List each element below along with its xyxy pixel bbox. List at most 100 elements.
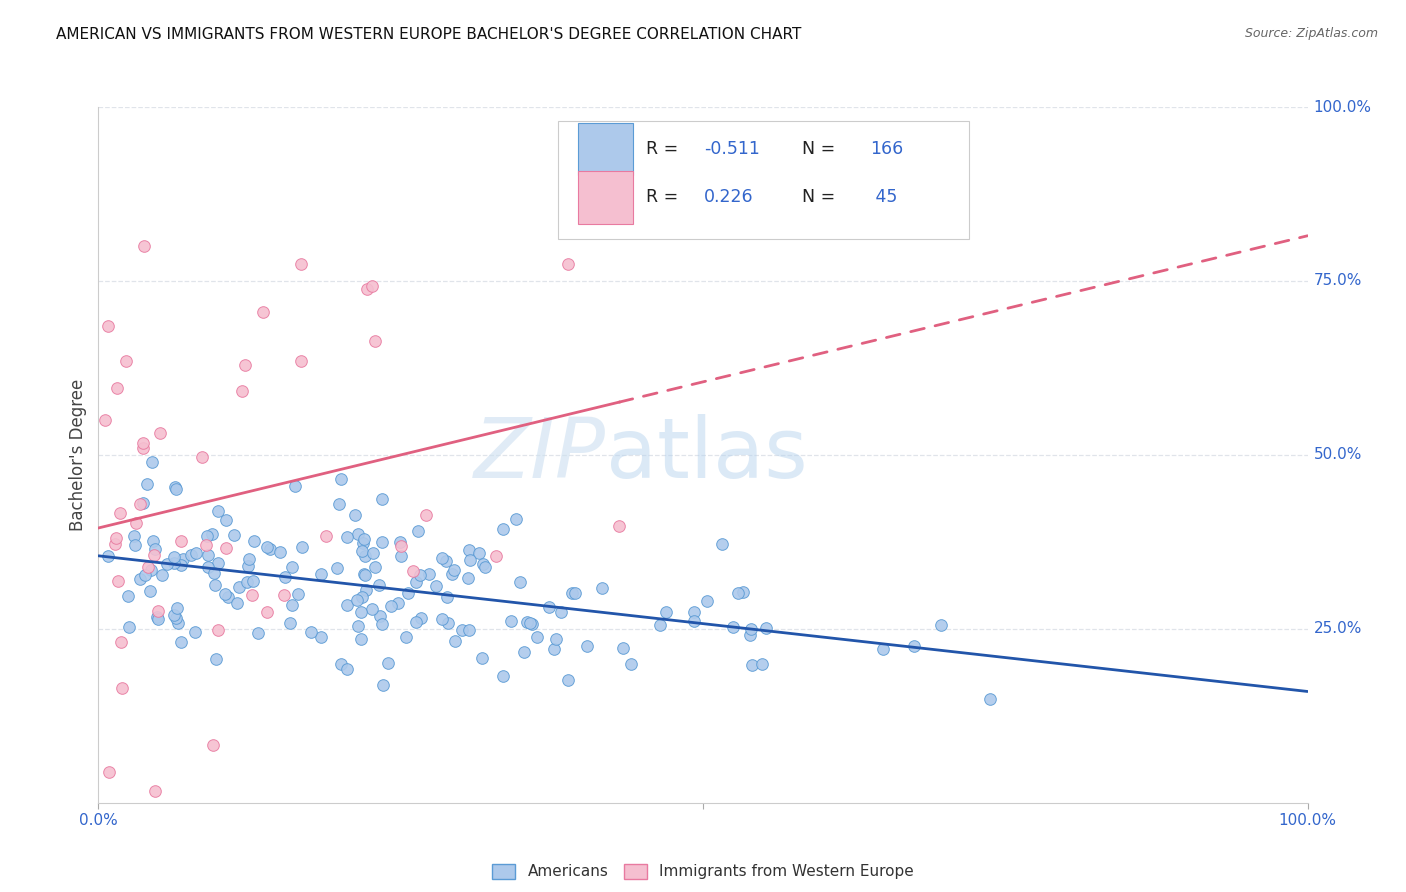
Point (409, 611, 432, 625)
Point (170, 635, 193, 649)
Point (387, 596, 409, 610)
Point (389, 549, 412, 564)
Point (648, 618, 671, 632)
Point (326, 561, 349, 575)
Point (280, 560, 302, 574)
Point (274, 569, 297, 583)
Point (352, 543, 374, 558)
Point (309, 567, 332, 582)
Point (711, 536, 734, 550)
Point (371, 617, 394, 632)
Point (395, 630, 418, 644)
Point (299, 625, 322, 640)
Point (163, 480, 186, 494)
Point (352, 536, 374, 550)
Point (214, 587, 236, 601)
Point (432, 612, 454, 626)
Point (755, 621, 778, 635)
Point (492, 668, 515, 682)
Point (111, 681, 134, 695)
Point (402, 564, 425, 578)
Point (336, 598, 359, 612)
Point (195, 529, 218, 543)
Text: ZIP: ZIP (474, 415, 606, 495)
Text: 0.226: 0.226 (704, 188, 754, 206)
Point (398, 585, 420, 599)
Point (290, 354, 312, 368)
Point (281, 598, 304, 612)
Point (474, 560, 496, 574)
Point (142, 548, 165, 562)
Point (434, 554, 457, 568)
Point (352, 591, 374, 605)
Legend: Americans, Immigrants from Western Europe: Americans, Immigrants from Western Europ… (486, 857, 920, 886)
Point (278, 615, 301, 630)
Point (371, 491, 394, 506)
Point (356, 582, 378, 597)
Point (197, 548, 219, 562)
Point (163, 550, 186, 565)
Point (315, 529, 337, 543)
Text: Source: ZipAtlas.com: Source: ZipAtlas.com (1244, 27, 1378, 40)
Point (191, 450, 214, 465)
Point (501, 614, 523, 628)
Point (329, 473, 352, 487)
Text: N =: N = (792, 188, 841, 206)
Point (240, 589, 263, 603)
Point (328, 497, 350, 511)
Point (287, 587, 309, 601)
Text: 75.0%: 75.0% (1313, 274, 1362, 288)
Text: atlas: atlas (606, 415, 808, 495)
Point (520, 617, 543, 632)
Point (437, 616, 460, 631)
Point (377, 657, 399, 671)
Point (128, 572, 150, 586)
Point (202, 566, 225, 581)
Point (146, 609, 169, 624)
Point (543, 642, 565, 657)
Point (364, 559, 387, 574)
Point (368, 577, 391, 591)
Point (620, 657, 643, 671)
Point (110, 635, 132, 649)
Point (226, 596, 249, 610)
Point (117, 590, 139, 604)
Point (256, 541, 278, 555)
Point (458, 542, 481, 557)
Point (440, 566, 463, 581)
Point (751, 657, 773, 672)
Point (231, 384, 253, 399)
Point (134, 568, 156, 582)
Point (205, 651, 228, 665)
Point (184, 625, 207, 640)
Point (129, 497, 152, 511)
Y-axis label: Bachelor's Degree: Bachelor's Degree (69, 379, 87, 531)
Point (125, 516, 148, 531)
Text: -0.511: -0.511 (704, 140, 761, 158)
Point (215, 541, 238, 555)
Point (169, 558, 191, 573)
Point (290, 257, 312, 271)
Point (165, 611, 187, 625)
Point (163, 556, 186, 570)
Point (731, 585, 754, 599)
Point (538, 600, 561, 615)
Point (380, 599, 402, 613)
Text: 166: 166 (870, 140, 903, 158)
Point (550, 605, 572, 619)
Point (236, 575, 259, 590)
Point (98, 765, 121, 780)
Point (467, 546, 489, 560)
Point (505, 512, 527, 526)
FancyBboxPatch shape (578, 171, 633, 224)
Point (727, 586, 749, 600)
Point (557, 673, 579, 687)
Point (509, 574, 531, 589)
Point (104, 531, 127, 545)
Point (194, 539, 217, 553)
Point (591, 581, 613, 595)
Point (418, 567, 440, 582)
Text: 25.0%: 25.0% (1313, 622, 1362, 636)
Point (242, 574, 264, 589)
Point (222, 527, 245, 541)
